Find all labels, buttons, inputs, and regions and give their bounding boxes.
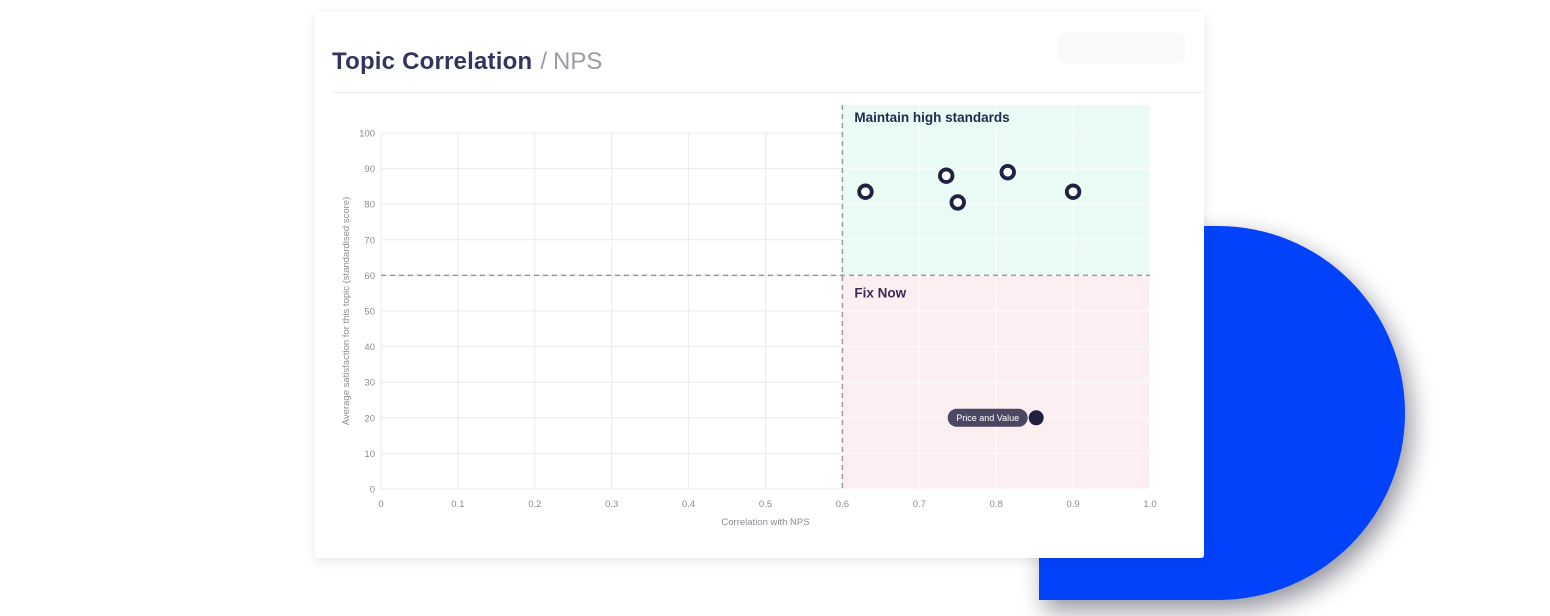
y-tick-label: 60 <box>364 271 375 282</box>
topic-correlation-card: Topic Correlation / NPS 0 0.1 0.2 0.3 0.4 0.5 0.… <box>315 12 1204 558</box>
y-tick-label: 70 <box>364 235 375 246</box>
x-tick-label: 0.1 <box>451 499 464 510</box>
quadrant-label-maintain-high-standards: Maintain high standards <box>854 110 1009 125</box>
header-action-placeholder[interactable] <box>1057 33 1185 63</box>
x-tick-label: 0.2 <box>528 499 541 510</box>
chart-tooltip-label: Price and Value <box>956 413 1019 423</box>
chart-point[interactable] <box>1064 183 1082 200</box>
chart-point[interactable] <box>938 167 955 184</box>
chart-point[interactable] <box>949 194 966 211</box>
x-tick-label: 0.6 <box>836 499 849 510</box>
x-tick-label: 0.9 <box>1066 499 1079 510</box>
y-tick-label: 10 <box>364 449 375 460</box>
x-axis-title: Correlation with NPS <box>721 517 809 528</box>
scatter-chart: 0 0.1 0.2 0.3 0.4 0.5 0.6 0.7 0.8 0.9 1.0 0 10 20 30 40… <box>315 105 1204 558</box>
chart-point-highlighted[interactable] <box>1028 410 1044 426</box>
y-tick-label: 50 <box>364 307 375 318</box>
x-tick-label: 1.0 <box>1143 499 1156 510</box>
page-title: Topic Correlation <box>332 48 533 75</box>
y-axis-title: Average satisfaction for this topic (sta… <box>341 197 352 425</box>
y-tick-label: 90 <box>364 164 375 175</box>
chart-point[interactable] <box>857 183 874 200</box>
chart-point[interactable] <box>999 163 1016 181</box>
x-tick-label: 0.8 <box>990 499 1003 510</box>
x-tick-label: 0.7 <box>913 499 926 510</box>
title-metric-label: NPS <box>552 48 603 75</box>
x-tick-label: 0 <box>378 499 383 510</box>
chart-tooltip <box>947 408 1028 427</box>
y-tick-label: 20 <box>364 413 375 424</box>
y-tick-label: 80 <box>364 200 375 211</box>
x-tick-label: 0.4 <box>682 499 695 510</box>
x-tick-label: 0.3 <box>605 499 618 510</box>
title-separator: / <box>540 48 547 75</box>
y-tick-label: 40 <box>364 342 375 353</box>
y-tick-label: 100 <box>359 129 375 140</box>
card-header: Topic Correlation / NPS <box>332 48 602 76</box>
scatter-chart-svg: 0 0.1 0.2 0.3 0.4 0.5 0.6 0.7 0.8 0.9 1.0 0 10 20 30 40… <box>341 105 1157 528</box>
header-divider <box>332 92 1204 93</box>
x-tick-label: 0.5 <box>759 499 772 510</box>
quadrant-label-fix-now: Fix Now <box>854 285 906 300</box>
y-tick-label: 0 <box>370 485 375 496</box>
y-tick-label: 30 <box>364 378 375 389</box>
